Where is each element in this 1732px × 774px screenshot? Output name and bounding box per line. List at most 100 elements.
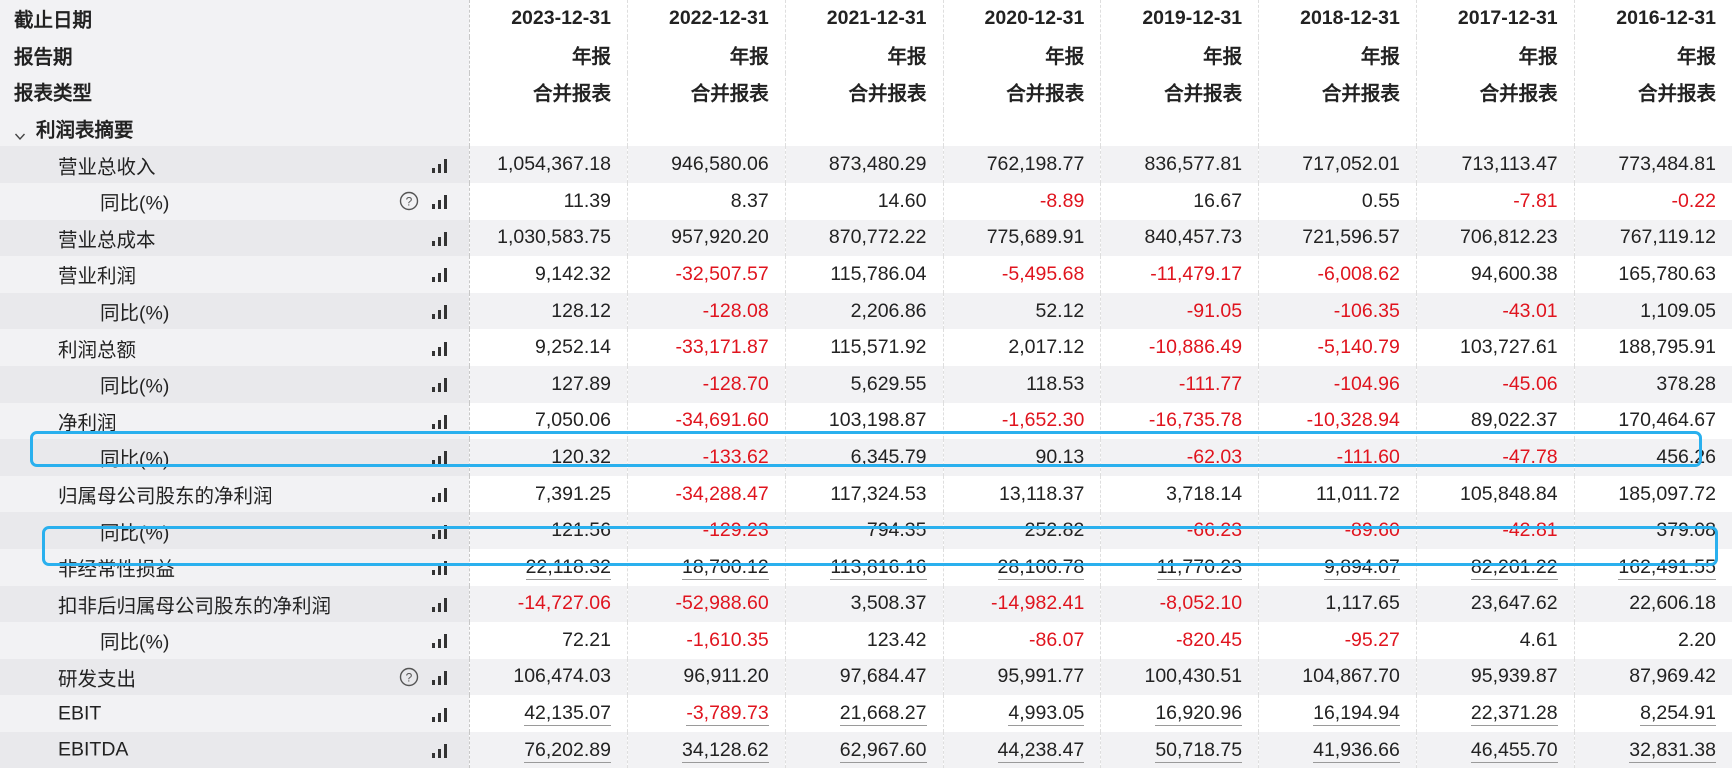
bar-chart-icon[interactable] <box>431 157 451 173</box>
bar-chart-icon[interactable] <box>431 266 451 283</box>
value-text[interactable]: 18,700.12 <box>681 555 769 580</box>
section-toggle[interactable]: 利润表摘要 <box>0 109 471 147</box>
value-text[interactable]: 16,920.96 <box>1155 702 1243 727</box>
value-text: 97,684.47 <box>839 665 927 688</box>
value-text: 123.42 <box>866 628 927 651</box>
value-cell: 706,812.23 <box>1416 219 1575 257</box>
value-cell: 90.13 <box>943 439 1102 476</box>
bar-chart-icon[interactable] <box>431 632 451 649</box>
value-text[interactable]: 22,118.32 <box>525 555 611 580</box>
value-cell: -14,727.06 <box>469 585 628 623</box>
bar-chart-icon[interactable] <box>431 449 451 466</box>
value-text[interactable]: 21,668.27 <box>839 702 927 727</box>
value-text: 1,054,367.18 <box>497 153 611 176</box>
table-row: 营业总收入 1,054,367.18 946,580.06 873,480.29 762… <box>0 146 1732 183</box>
row-label: 归属母公司股东的净利润 <box>58 485 273 508</box>
value-text: 11.39 <box>563 189 611 212</box>
value-text: 118.53 <box>1026 372 1085 395</box>
section-row[interactable]: 利润表摘要 <box>0 109 1732 147</box>
bar-chart-icon[interactable] <box>431 340 451 356</box>
value-text[interactable]: -3,789.73 <box>686 702 769 727</box>
value-cell: 11,770.23 <box>1100 548 1260 586</box>
header-value-cell: 合并报表 <box>943 73 1102 110</box>
value-cell: -106.35 <box>1258 292 1417 330</box>
table-row: 营业总成本 1,030,583.75 957,920.20 870,772.22 775… <box>0 219 1732 257</box>
section-label-wrap[interactable]: 利润表摘要 <box>14 114 134 143</box>
value-cell: -33,171.87 <box>627 329 786 366</box>
header-value-cell: 合并报表 <box>469 73 628 110</box>
value-text: 706,812.23 <box>1460 226 1558 249</box>
value-text[interactable]: 28,100.78 <box>997 555 1085 580</box>
value-text[interactable]: 62,967.60 <box>839 738 927 763</box>
bar-chart-icon[interactable] <box>431 559 451 576</box>
bar-chart-icon[interactable] <box>431 706 451 722</box>
row-label-cell: 营业利润 <box>0 256 471 293</box>
bar-chart-icon[interactable] <box>431 376 451 393</box>
value-text: -1,610.35 <box>686 628 769 651</box>
value-cell: 836,577.81 <box>1100 146 1260 183</box>
value-cell: 22,371.28 <box>1416 695 1575 732</box>
value-text: 2.20 <box>1678 628 1716 651</box>
value-cell: -3,789.73 <box>627 695 786 732</box>
value-cell: 82,201.22 <box>1416 548 1575 586</box>
value-text[interactable]: 50,718.75 <box>1155 738 1243 763</box>
value-cell: 97,684.47 <box>785 658 944 696</box>
value-text[interactable]: 32,831.38 <box>1629 738 1716 763</box>
bar-chart-icon[interactable] <box>431 669 451 685</box>
value-text: 95,939.87 <box>1470 665 1558 688</box>
value-text: 127.89 <box>551 372 611 395</box>
value-cell: 41,936.66 <box>1258 731 1417 769</box>
value-text: 16.67 <box>1193 189 1243 212</box>
value-cell: -95.27 <box>1258 622 1417 659</box>
value-text: 87,969.42 <box>1629 665 1716 688</box>
bar-chart-icon[interactable] <box>431 303 451 320</box>
value-text[interactable]: 76,202.89 <box>524 738 611 763</box>
value-text[interactable]: 16,194.94 <box>1313 702 1400 727</box>
bar-chart-icon[interactable] <box>431 193 451 210</box>
header-value-cell: 年报 <box>785 36 944 74</box>
help-circle-icon[interactable]: ? <box>399 667 419 687</box>
row-label-cell: 同比(%) <box>0 439 471 476</box>
value-cell: -111.77 <box>1100 365 1260 403</box>
row-label: 非经常性损益 <box>58 558 176 581</box>
value-cell: 14.60 <box>785 182 944 220</box>
help-circle-icon[interactable]: ? <box>399 191 419 211</box>
header-value-cell: 年报 <box>469 36 628 74</box>
value-text[interactable]: 46,455.70 <box>1470 738 1558 763</box>
row-label-cell: 研发支出? <box>0 658 471 696</box>
bar-chart-icon[interactable] <box>431 596 451 612</box>
bar-chart-icon[interactable] <box>431 230 451 246</box>
value-text[interactable]: 4,993.05 <box>1008 702 1085 727</box>
value-cell: 4,993.05 <box>943 695 1102 732</box>
value-text[interactable]: 41,936.66 <box>1313 738 1400 763</box>
value-text: 5,629.55 <box>850 372 927 395</box>
value-cell: 103,727.61 <box>1416 329 1575 366</box>
bar-chart-icon[interactable] <box>431 413 451 429</box>
value-cell: 22,606.18 <box>1574 585 1732 623</box>
value-text: -10,328.94 <box>1306 409 1400 432</box>
bar-chart-icon[interactable] <box>431 486 451 503</box>
value-text[interactable]: 11,770.23 <box>1156 555 1243 580</box>
value-text[interactable]: 82,201.22 <box>1470 555 1558 580</box>
bar-chart-icon[interactable] <box>431 523 451 539</box>
value-cell: 185,097.72 <box>1574 476 1732 513</box>
value-text[interactable]: 42,135.07 <box>524 702 611 727</box>
value-text: 117,324.53 <box>830 482 927 505</box>
value-cell: 717,052.01 <box>1258 146 1417 183</box>
value-cell: -14,982.41 <box>943 585 1102 623</box>
value-text[interactable]: 162,491.55 <box>1618 555 1716 580</box>
value-text[interactable]: 44,238.47 <box>997 738 1085 763</box>
row-label-cell: 同比(%) <box>0 292 471 330</box>
value-text: -5,140.79 <box>1317 336 1400 359</box>
value-text[interactable]: 9,894.07 <box>1323 555 1400 580</box>
value-cell: -128.08 <box>627 292 786 330</box>
chevron-down-icon[interactable] <box>14 125 26 140</box>
bar-chart-icon[interactable] <box>431 742 451 759</box>
value-text: -95.27 <box>1344 628 1400 651</box>
value-text[interactable]: 113,816.16 <box>830 555 927 580</box>
value-text[interactable]: 34,128.62 <box>681 738 769 763</box>
value-text[interactable]: 22,371.28 <box>1470 702 1558 727</box>
value-cell: -47.78 <box>1416 439 1575 476</box>
value-text[interactable]: 8,254.91 <box>1640 702 1716 727</box>
